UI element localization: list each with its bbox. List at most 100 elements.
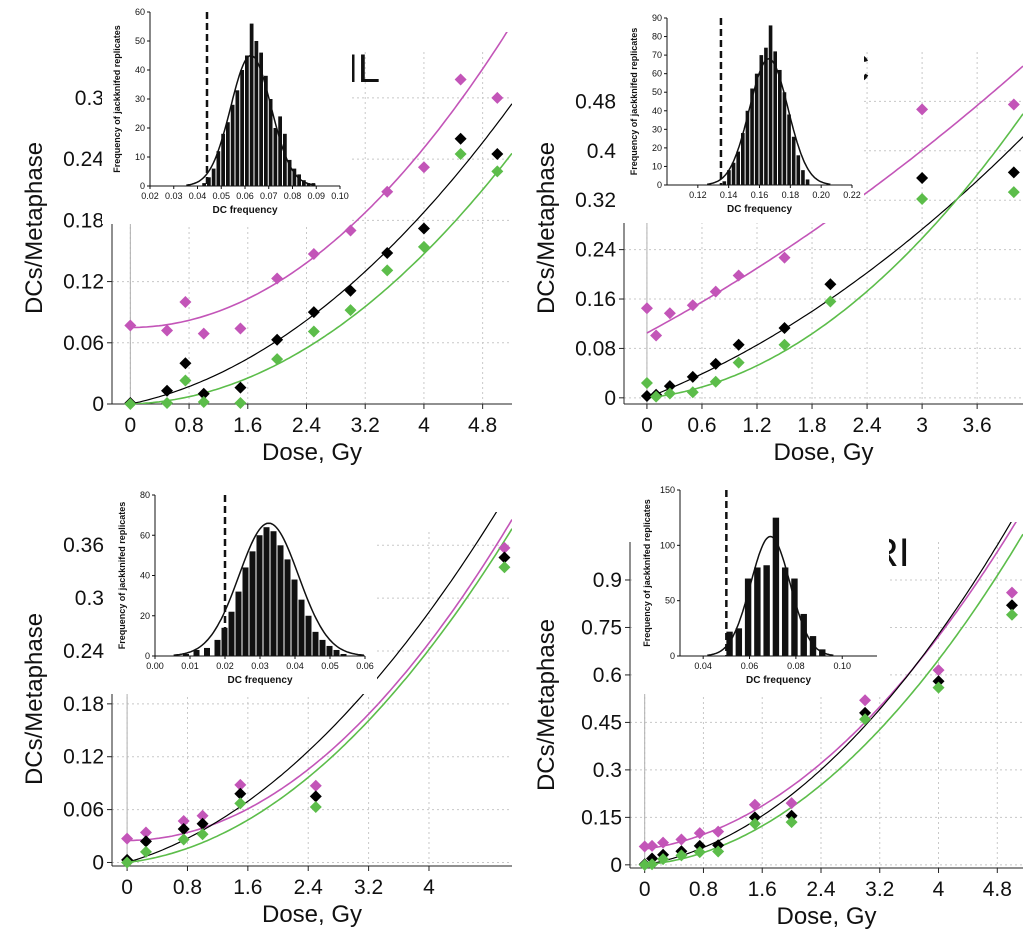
- x-tick-label: 2.4: [852, 414, 882, 437]
- x-tick-label: 2.4: [292, 414, 322, 437]
- x-tick-label: 3.2: [354, 876, 383, 899]
- data-point: [748, 817, 761, 830]
- histogram-bar: [319, 639, 326, 656]
- y-tick-label: 0.75: [581, 616, 622, 639]
- histogram-bar: [298, 599, 305, 656]
- histogram-bar: [763, 565, 770, 656]
- data-point: [675, 833, 688, 846]
- histogram-bar: [183, 653, 189, 656]
- data-point: [1007, 186, 1020, 199]
- histogram-bar: [204, 647, 210, 656]
- data-point: [1007, 166, 1020, 179]
- histogram-bar: [768, 25, 773, 185]
- fit-curve: [130, 152, 512, 404]
- histogram-bar: [731, 162, 736, 185]
- y-axis-title: DCs/Metaphase: [533, 619, 560, 791]
- histogram-bar: [216, 151, 221, 186]
- inset-x-tick-label: 0.06: [356, 661, 374, 671]
- data-point: [778, 251, 791, 264]
- histogram-bar: [268, 99, 273, 186]
- inset-x-tick-label: 0.14: [720, 190, 738, 200]
- data-point: [454, 73, 467, 86]
- inset-x-axis-title: DC frequency: [746, 675, 811, 686]
- histogram-bar: [750, 88, 754, 185]
- y-axis-title: DCs/Metaphase: [533, 142, 560, 314]
- data-point: [417, 222, 430, 235]
- histogram-bar: [278, 116, 282, 186]
- x-tick-label: 1.6: [748, 878, 777, 901]
- inset-y-tick-label: 20: [652, 143, 662, 153]
- y-tick-label: 0: [92, 851, 104, 874]
- data-point: [121, 856, 134, 869]
- histogram-bar: [764, 47, 768, 185]
- x-tick-label: 0.8: [174, 414, 203, 437]
- data-point: [417, 161, 430, 174]
- data-point: [307, 306, 320, 319]
- y-axis-title: DCs/Metaphase: [21, 142, 48, 314]
- fit-curve: [644, 522, 1012, 866]
- y-tick-label: 0.06: [63, 332, 104, 355]
- histogram-bar: [228, 611, 235, 656]
- inset-x-tick-label: 0.22: [843, 190, 861, 200]
- data-point: [197, 387, 210, 400]
- data-point: [234, 797, 247, 810]
- data-point: [491, 148, 504, 161]
- y-tick-label: 0.3: [75, 587, 104, 610]
- histogram-bar: [202, 183, 206, 186]
- inset-x-tick-label: 0.05: [212, 191, 230, 201]
- y-tick-label: 0.08: [575, 337, 616, 360]
- inset-y-axis-title: Frequency of jackknifed replicates: [117, 502, 127, 650]
- histogram-bar: [312, 631, 319, 656]
- data-point: [646, 839, 659, 852]
- data-point: [1005, 608, 1018, 621]
- fit-curve: [644, 533, 1023, 866]
- histogram-bar: [273, 128, 278, 186]
- inset-y-tick-label: 30: [135, 94, 145, 104]
- data-point: [640, 389, 653, 402]
- data-point: [932, 681, 945, 694]
- inset-x-tick-label: 0.04: [286, 661, 304, 671]
- y-tick-label: 0.9: [593, 569, 622, 592]
- data-point: [932, 675, 945, 688]
- inset-x-tick-label: 0.05: [321, 661, 339, 671]
- data-point: [498, 551, 511, 564]
- histogram-bar: [791, 578, 798, 656]
- y-tick-label: 0.06: [63, 799, 104, 822]
- inset-x-tick-label: 0.07: [260, 191, 278, 201]
- inset-y-tick-label: 30: [652, 124, 662, 134]
- y-tick-label: 0: [92, 393, 104, 416]
- data-point: [657, 836, 670, 849]
- y-tick-label: 0.24: [63, 148, 104, 171]
- inset-x-tick-label: 0.06: [236, 191, 254, 201]
- y-tick-label: 0.45: [581, 711, 622, 734]
- histogram-bar: [306, 183, 311, 186]
- histogram-bar: [326, 645, 333, 656]
- inset-y-tick-label: 40: [135, 65, 145, 75]
- data-point: [640, 302, 653, 315]
- data-point: [177, 822, 190, 835]
- data-point: [498, 541, 511, 554]
- data-point: [657, 853, 670, 866]
- inset-x-tick-label: 0.08: [787, 661, 805, 671]
- data-point: [732, 269, 745, 282]
- data-point: [748, 811, 761, 824]
- histogram-bar: [283, 133, 287, 186]
- histogram-bar: [277, 545, 284, 656]
- histogram-bar: [221, 133, 225, 186]
- data-point: [785, 816, 798, 829]
- data-point: [234, 322, 247, 335]
- histogram-bar: [235, 591, 242, 656]
- x-tick-label: 4.8: [983, 878, 1012, 901]
- histogram-bar: [759, 55, 764, 185]
- data-point: [686, 386, 699, 399]
- histogram-bar: [787, 114, 791, 185]
- data-point: [785, 797, 798, 810]
- histogram-bar: [302, 180, 306, 186]
- histogram-bar: [230, 104, 235, 186]
- data-point: [179, 295, 192, 308]
- x-tick-label: 0: [121, 876, 133, 899]
- panel-hc: 0 0.6 1.2 1.8 2.4 3 3.6 0 0.08 0.16 0.24 0.32 0.4 0.4…: [533, 12, 1023, 466]
- data-point: [454, 148, 467, 161]
- data-point: [916, 171, 929, 184]
